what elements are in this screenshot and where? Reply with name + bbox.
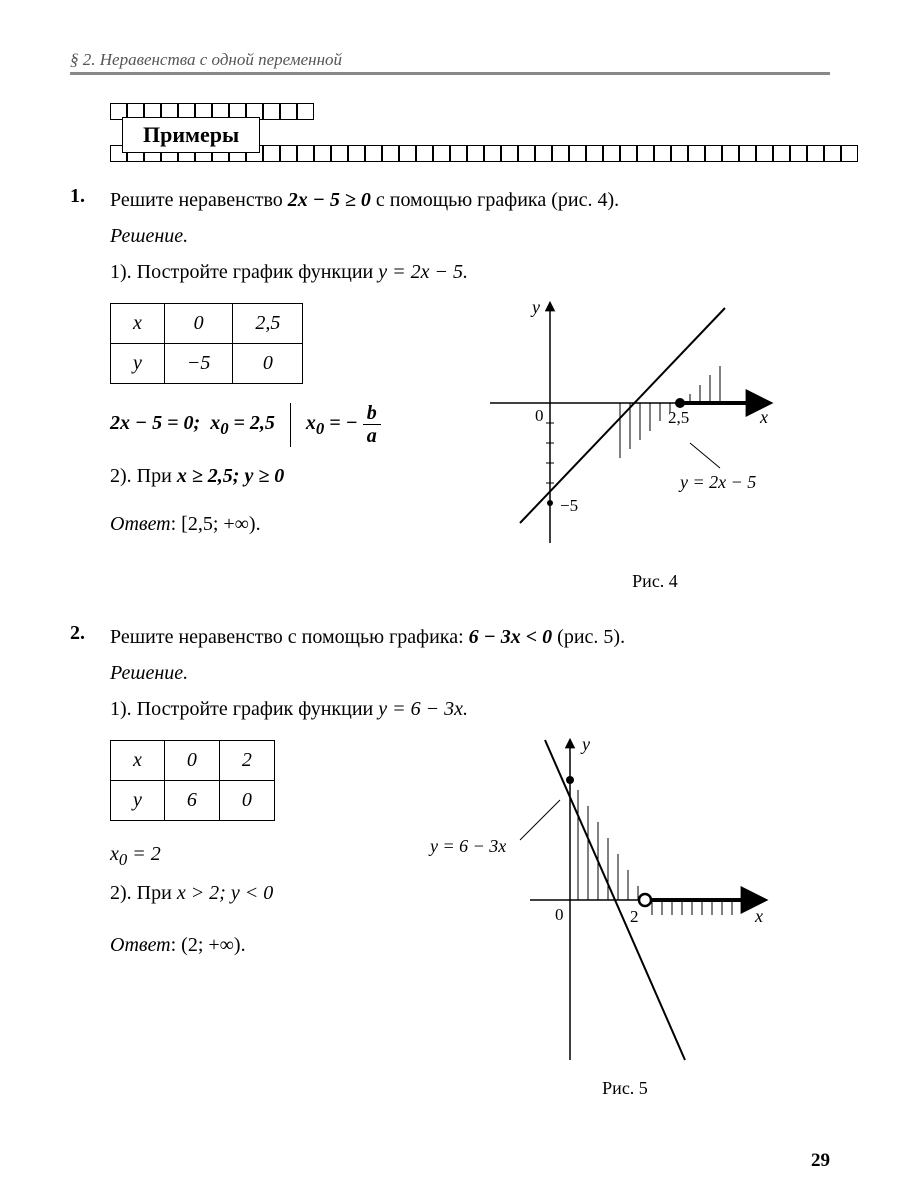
svg-text:y = 6 − 3x: y = 6 − 3x (428, 836, 506, 856)
solution-label: Решение. (110, 658, 830, 688)
page-number: 29 (811, 1150, 830, 1172)
step-2: 2). При x > 2; y < 0 (110, 878, 390, 908)
data-table-2: x02 y60 (110, 740, 275, 821)
header-rule (70, 72, 830, 75)
problem-number: 2. (70, 622, 96, 1099)
chart-fig-4: 0 y x 2,5 −5 y = 2x − 5 (480, 293, 790, 563)
figure-caption: Рис. 4 (480, 571, 830, 592)
problem-2: 2. Решите неравенство с помощью графика:… (70, 622, 830, 1099)
problem-prompt: Решите неравенство с помощью графика: 6 … (110, 622, 830, 652)
step-1: 1). Постройте график функции y = 6 − 3x. (110, 694, 830, 724)
svg-text:y = 2x − 5: y = 2x − 5 (678, 472, 756, 492)
equation-line: 2x − 5 = 0; x0 = 2,5 x0 = − ba (110, 402, 450, 447)
data-table-1: x02,5 y−50 (110, 303, 303, 384)
answer: Ответ: (2; +∞). (110, 930, 390, 960)
svg-text:x: x (759, 407, 768, 427)
svg-text:y: y (530, 297, 540, 317)
svg-text:x: x (754, 906, 763, 926)
svg-text:0: 0 (535, 406, 544, 425)
figure-caption: Рис. 5 (420, 1078, 830, 1099)
problem-number: 1. (70, 185, 96, 592)
chart-fig-5: 0 y x 2 y = 6 − 3x (420, 730, 780, 1070)
section-tab-wrap: Примеры (70, 103, 830, 163)
problem-prompt: Решите неравенство 2x − 5 ≥ 0 с помощью … (110, 185, 830, 215)
problem-1: 1. Решите неравенство 2x − 5 ≥ 0 с помощ… (70, 185, 830, 592)
svg-text:−5: −5 (560, 496, 578, 515)
svg-text:y: y (580, 734, 590, 754)
answer: Ответ: [2,5; +∞). (110, 509, 450, 539)
step-1: 1). Постройте график функции y = 2x − 5. (110, 257, 830, 287)
solution-label: Решение. (110, 221, 830, 251)
page-header: § 2. Неравенства с одной переменной (70, 50, 830, 70)
svg-text:0: 0 (555, 905, 564, 924)
svg-text:2,5: 2,5 (668, 408, 689, 427)
section-tab: Примеры (122, 117, 260, 153)
svg-text:2: 2 (630, 907, 639, 926)
step-2: 2). При x ≥ 2,5; y ≥ 0 (110, 461, 450, 491)
x0-line: x0 = 2 (110, 839, 390, 872)
